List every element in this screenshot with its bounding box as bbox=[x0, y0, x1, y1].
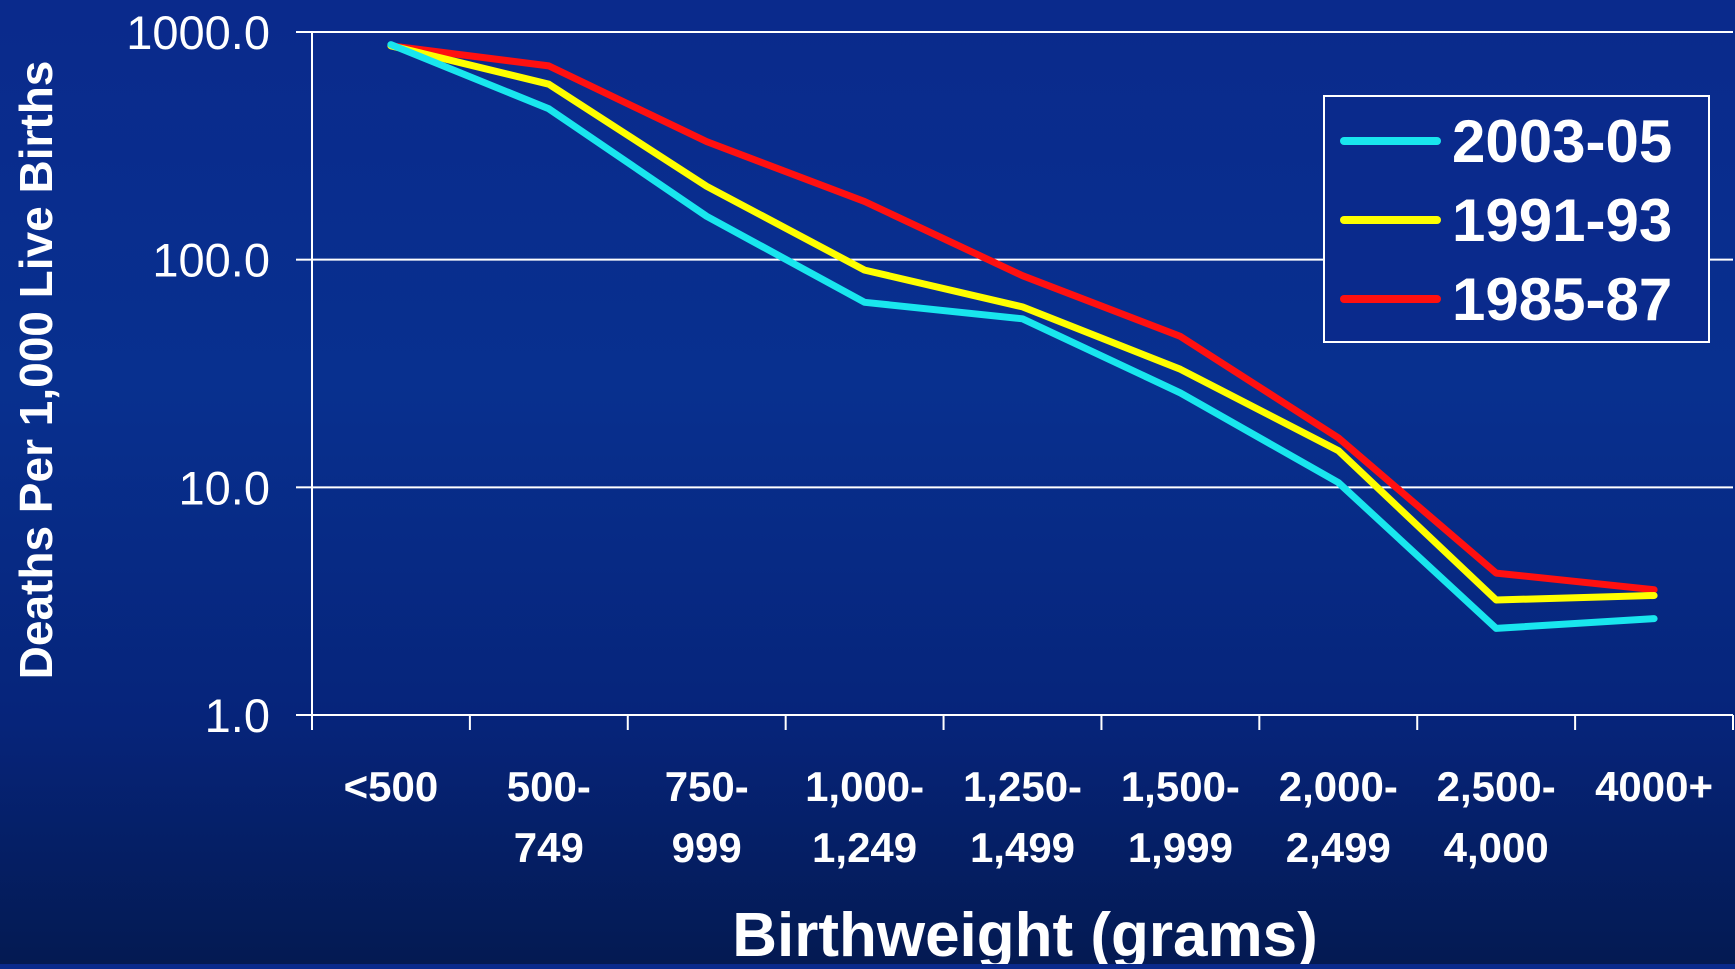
axes bbox=[296, 31, 1734, 730]
y-axis-title: Deaths Per 1,000 Live Births bbox=[10, 61, 62, 680]
series bbox=[387, 41, 1658, 632]
x-tick-label: 2,500- bbox=[1437, 763, 1556, 810]
x-tick-label: 4000+ bbox=[1595, 763, 1713, 810]
legend-label: 1991-93 bbox=[1452, 187, 1672, 254]
y-tick-label: 1.0 bbox=[205, 689, 270, 742]
x-tick-label: 500- bbox=[507, 763, 591, 810]
x-tick-label: 1,999 bbox=[1128, 824, 1233, 871]
y-tick-label: 10.0 bbox=[179, 461, 270, 514]
series-line-1991-93 bbox=[387, 42, 1658, 604]
y-tick-label: 100.0 bbox=[152, 234, 270, 287]
x-tick-label: 1,250- bbox=[963, 763, 1082, 810]
y-tick-label: 1000.0 bbox=[126, 6, 270, 59]
y-tick-labels: 1.0 10.0 100.0 1000.0 bbox=[126, 6, 270, 742]
x-tick-label: 750- bbox=[665, 763, 749, 810]
x-tick-label: <500 bbox=[344, 763, 439, 810]
x-tick-labels: <500 500- 749 750- 999 1,000- 1,249 1,250- 1,499… bbox=[344, 763, 1713, 871]
x-axis-title: Birthweight (grams) bbox=[732, 901, 1318, 964]
x-tick-label: 1,249 bbox=[812, 824, 917, 871]
legend-label: 1985-87 bbox=[1452, 266, 1672, 333]
x-tick-label: 749 bbox=[514, 824, 584, 871]
x-tick-label: 2,499 bbox=[1286, 824, 1391, 871]
legend: 2003-05 1991-93 1985-87 bbox=[1323, 95, 1710, 343]
legend-label: 2003-05 bbox=[1452, 108, 1672, 175]
x-tick-label: 1,000- bbox=[805, 763, 924, 810]
x-tick-label: 999 bbox=[672, 824, 742, 871]
x-tick-label: 1,499 bbox=[970, 824, 1075, 871]
x-tick-label: 1,500- bbox=[1121, 763, 1240, 810]
series-line-1985-87 bbox=[387, 42, 1658, 594]
series-line-2003-05 bbox=[387, 41, 1658, 632]
x-tick-label: 4,000 bbox=[1444, 824, 1549, 871]
x-tick-label: 2,000- bbox=[1279, 763, 1398, 810]
